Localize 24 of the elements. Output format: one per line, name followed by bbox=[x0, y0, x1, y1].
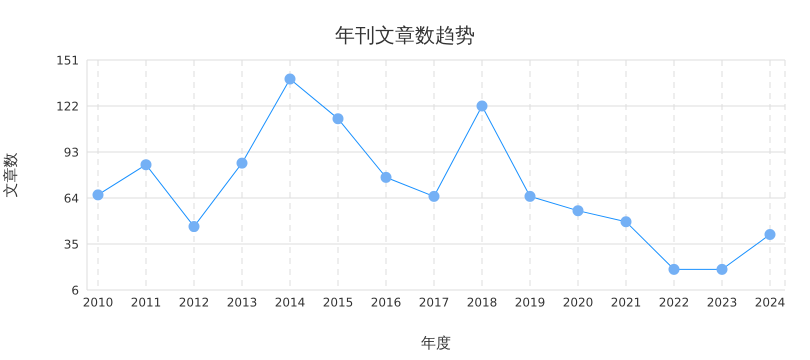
y-tick-label: 151 bbox=[56, 53, 79, 68]
x-tick-label: 2014 bbox=[274, 296, 306, 310]
x-axis-title: 年度 bbox=[421, 334, 451, 352]
x-tick-label: 2010 bbox=[82, 296, 114, 310]
x-tick-label: 2016 bbox=[370, 296, 402, 310]
x-tick-label: 2013 bbox=[226, 296, 258, 310]
chart-title: 年刊文章数趋势 bbox=[334, 22, 476, 49]
x-tick-label: 2015 bbox=[322, 296, 354, 310]
y-tick-label: 35 bbox=[64, 237, 79, 252]
y-tick-label: 6 bbox=[71, 283, 79, 298]
x-tick-label: 2023 bbox=[706, 296, 738, 310]
x-tick-label: 2022 bbox=[658, 296, 690, 310]
y-tick-label: 122 bbox=[56, 99, 79, 114]
x-tick-label: 2019 bbox=[514, 296, 546, 310]
y-tick-label: 93 bbox=[64, 145, 79, 160]
x-tick-label: 2011 bbox=[130, 296, 162, 310]
x-tick-label: 2012 bbox=[178, 296, 210, 310]
y-tick-label: 64 bbox=[64, 191, 79, 206]
y-axis-title: 文章数 bbox=[1, 152, 20, 198]
x-tick-label: 2018 bbox=[466, 296, 498, 310]
x-tick-label: 2017 bbox=[418, 296, 450, 310]
x-tick-label: 2021 bbox=[610, 296, 642, 310]
x-tick-label: 2020 bbox=[562, 296, 594, 310]
x-tick-label: 2024 bbox=[754, 296, 786, 310]
